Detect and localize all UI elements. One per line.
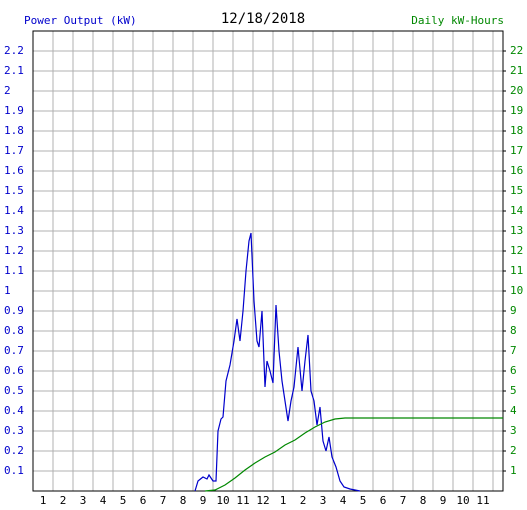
x-tick-label: 5: [360, 494, 367, 507]
y2-tick-label: 11: [510, 264, 523, 277]
y2-axis-label: Daily kW-Hours: [411, 14, 504, 27]
y2-tick-label: 10: [510, 284, 523, 297]
x-tick-label: 3: [80, 494, 87, 507]
y-tick-label: 0.9: [4, 304, 24, 317]
y-tick-label: 2.2: [4, 44, 24, 57]
y-tick-label: 0.2: [4, 444, 24, 457]
y2-tick-label: 19: [510, 104, 523, 117]
y2-tick-label: 18: [510, 124, 523, 137]
x-tick-label: 4: [100, 494, 107, 507]
x-tick-label: 5: [120, 494, 127, 507]
y-tick-label: 1.5: [4, 184, 24, 197]
y2-tick-label: 17: [510, 144, 523, 157]
x-tick-label: 12: [256, 494, 269, 507]
y-tick-label: 0.5: [4, 384, 24, 397]
chart-title: 12/18/2018: [221, 11, 305, 27]
y-tick-label: 1.9: [4, 104, 24, 117]
x-tick-label: 10: [456, 494, 469, 507]
y-tick-label: 0.7: [4, 344, 24, 357]
y-tick-label: 0.8: [4, 324, 24, 337]
x-tick-label: 3: [320, 494, 327, 507]
y2-tick-label: 4: [510, 404, 517, 417]
x-tick-label: 7: [400, 494, 407, 507]
y-tick-label: 1.1: [4, 264, 24, 277]
x-tick-label: 8: [180, 494, 187, 507]
y2-tick-label: 9: [510, 304, 517, 317]
x-tick-label: 11: [476, 494, 489, 507]
y-tick-label: 2: [4, 84, 11, 97]
y-tick-label: 1.7: [4, 144, 24, 157]
y2-tick-label: 22: [510, 44, 523, 57]
y2-tick-label: 21: [510, 64, 523, 77]
y-tick-label: 1.6: [4, 164, 24, 177]
y2-tick-label: 12: [510, 244, 523, 257]
x-tick-label: 1: [280, 494, 287, 507]
x-tick-label: 6: [380, 494, 387, 507]
y2-tick-label: 20: [510, 84, 523, 97]
y-tick-label: 1.2: [4, 244, 24, 257]
y-tick-label: 1.8: [4, 124, 24, 137]
y2-tick-label: 6: [510, 364, 517, 377]
y2-tick-label: 2: [510, 444, 517, 457]
plot-border: [32, 30, 504, 492]
y-tick-label: 0.4: [4, 404, 24, 417]
y-tick-label: 0.3: [4, 424, 24, 437]
x-tick-label: 9: [200, 494, 207, 507]
x-tick-label: 4: [340, 494, 347, 507]
y2-tick-label: 15: [510, 184, 523, 197]
y2-tick-label: 16: [510, 164, 523, 177]
y2-tick-label: 5: [510, 384, 517, 397]
y2-tick-label: 1: [510, 464, 517, 477]
x-tick-label: 2: [60, 494, 67, 507]
y-tick-label: 1.3: [4, 224, 24, 237]
y2-tick-label: 3: [510, 424, 517, 437]
x-tick-label: 8: [420, 494, 427, 507]
y2-tick-label: 13: [510, 224, 523, 237]
y2-tick-label: 8: [510, 324, 517, 337]
x-tick-label: 1: [40, 494, 47, 507]
x-tick-label: 9: [440, 494, 447, 507]
x-tick-label: 2: [300, 494, 307, 507]
y2-tick-label: 14: [510, 204, 524, 217]
y-tick-label: 1.4: [4, 204, 24, 217]
series-line: [194, 232, 361, 492]
y-tick-label: 0.6: [4, 364, 24, 377]
x-tick-label: 10: [216, 494, 229, 507]
y-axis-label: Power Output (kW): [24, 14, 137, 27]
series-line: [204, 417, 503, 492]
x-tick-label: 11: [236, 494, 249, 507]
y-tick-label: 2.1: [4, 64, 24, 77]
x-tick-label: 6: [140, 494, 147, 507]
y-tick-label: 1: [4, 284, 11, 297]
x-tick-label: 7: [160, 494, 167, 507]
y-tick-label: 0.1: [4, 464, 24, 477]
y2-tick-label: 7: [510, 344, 517, 357]
